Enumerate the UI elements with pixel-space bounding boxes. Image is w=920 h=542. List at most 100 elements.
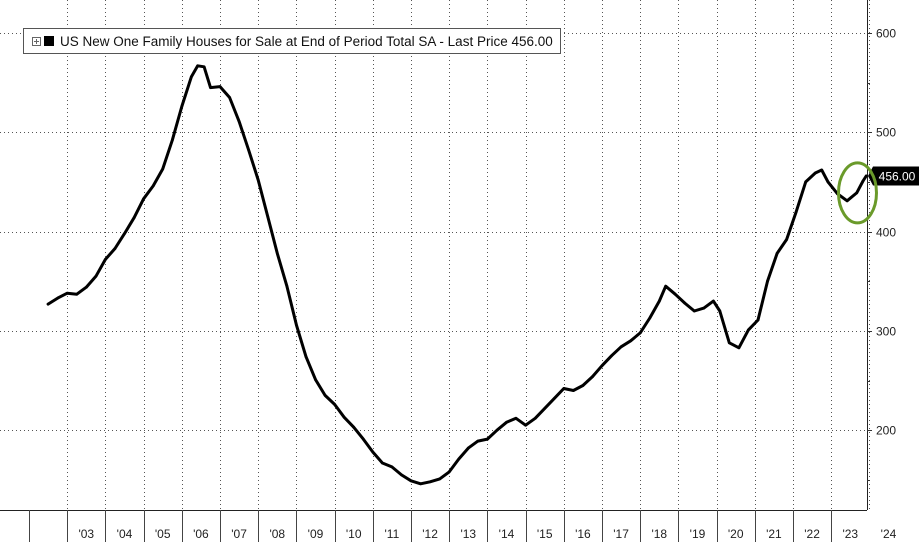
legend-label: US New One Family Houses for Sale at End… (60, 33, 553, 49)
data-point (171, 138, 174, 142)
y-tick-label: 200 (876, 424, 896, 438)
data-point (190, 75, 193, 78)
data-point (855, 191, 858, 195)
data-point (664, 284, 667, 288)
data-point (581, 384, 585, 387)
data-point (247, 148, 250, 152)
data-point (75, 292, 79, 296)
x-tick-label: '15 (537, 527, 553, 541)
data-point (814, 171, 817, 175)
data-point (766, 280, 769, 283)
data-point (196, 64, 199, 68)
data-point (673, 292, 677, 296)
data-point (218, 85, 222, 88)
data-point (428, 480, 432, 484)
legend-toggle-icon[interactable] (32, 36, 41, 46)
data-point (610, 354, 613, 358)
series-lines (46, 64, 868, 486)
data-point (438, 477, 442, 481)
data-point (352, 425, 356, 429)
x-tick-label: '09 (308, 527, 324, 541)
data-point (467, 446, 470, 450)
data-point (820, 168, 823, 172)
data-point (737, 346, 741, 350)
data-point (323, 394, 327, 397)
data-point (123, 232, 126, 235)
data-point (785, 238, 788, 241)
data-point (693, 309, 696, 313)
x-tick-label: '10 (346, 527, 362, 541)
data-point (505, 421, 508, 424)
data-point (658, 299, 661, 303)
data-point (712, 299, 715, 303)
data-point (113, 247, 117, 250)
data-point (648, 316, 652, 320)
data-point (94, 275, 98, 278)
x-tick-label: '20 (728, 527, 744, 541)
data-point (728, 341, 731, 345)
data-point (65, 291, 69, 295)
data-point (237, 120, 241, 123)
data-point (151, 184, 155, 188)
data-point (638, 331, 642, 335)
x-tick-label: '04 (117, 527, 133, 541)
data-point (209, 86, 212, 89)
data-point (845, 199, 849, 203)
data-point (486, 437, 489, 441)
highlight-ellipse (836, 161, 878, 225)
data-point (804, 180, 807, 184)
x-tick-label: '24 (881, 527, 897, 541)
grid-lines (0, 0, 870, 510)
chart-legend[interactable]: US New One Family Houses for Sale at End… (23, 28, 561, 54)
data-point (702, 306, 706, 310)
data-point (756, 318, 760, 322)
data-point (161, 167, 164, 171)
data-point (362, 437, 365, 441)
data-point (142, 197, 145, 201)
x-tick-label: '06 (193, 527, 209, 541)
data-point (775, 252, 779, 255)
data-point (864, 174, 868, 178)
data-point (619, 345, 623, 349)
x-tick-label: '05 (155, 527, 171, 541)
x-tick-label: '14 (499, 527, 515, 541)
data-point (104, 258, 107, 261)
data-point (256, 178, 260, 182)
data-point (333, 403, 336, 406)
data-point (295, 323, 298, 327)
y-tick-label: 500 (876, 126, 896, 140)
series-line (46, 64, 868, 486)
x-tick-label: '18 (651, 527, 667, 541)
data-point (314, 378, 317, 381)
data-point (46, 302, 50, 306)
data-point (826, 180, 830, 184)
data-point (600, 364, 604, 368)
data-point (419, 482, 422, 486)
data-point (747, 328, 750, 332)
x-tick-label: '21 (766, 527, 782, 541)
data-point (533, 417, 537, 420)
data-point (276, 252, 279, 255)
x-axis-ticks: '03 '04 '05 '06 '07 '08 '09 '10 '11 '12 '13 '14 '15 '… (29, 510, 897, 542)
x-tick-label: '19 (690, 527, 706, 541)
data-point (553, 397, 556, 400)
data-point (180, 105, 184, 108)
data-point (381, 461, 384, 465)
axes (0, 0, 868, 511)
data-point (304, 355, 308, 359)
data-point (629, 339, 632, 343)
y-tick-label: 300 (876, 325, 896, 339)
data-point (409, 479, 413, 483)
y-tick-label: 600 (876, 27, 896, 41)
x-tick-label: '13 (460, 527, 476, 541)
x-tick-label: '07 (231, 527, 247, 541)
data-point (447, 470, 451, 474)
data-point (266, 215, 270, 218)
data-point (202, 65, 206, 69)
data-point (572, 389, 575, 392)
last-price-tag (868, 166, 919, 186)
x-tick-label: '03 (78, 527, 94, 541)
x-tick-label: '17 (613, 527, 629, 541)
data-point (718, 309, 722, 313)
